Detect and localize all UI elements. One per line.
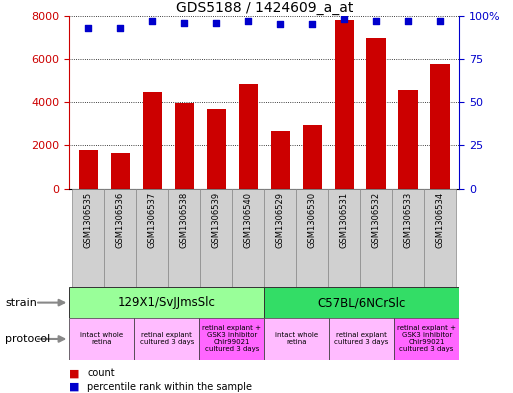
Text: intact whole
retina: intact whole retina — [275, 332, 318, 345]
Bar — [303, 125, 322, 189]
Text: retinal explant
cultured 3 days: retinal explant cultured 3 days — [334, 332, 389, 345]
Text: GSM1306530: GSM1306530 — [308, 191, 317, 248]
Text: retinal explant +
GSK3 inhibitor
Chir99021
cultured 3 days: retinal explant + GSK3 inhibitor Chir990… — [397, 325, 456, 353]
Bar — [392, 189, 424, 287]
Bar — [136, 189, 168, 287]
Text: percentile rank within the sample: percentile rank within the sample — [87, 382, 252, 392]
Bar — [168, 189, 200, 287]
Bar — [430, 64, 449, 189]
Bar — [264, 287, 459, 318]
Bar — [207, 108, 226, 189]
Point — [244, 18, 252, 24]
Point — [436, 18, 444, 24]
Bar — [72, 189, 105, 287]
Text: protocol: protocol — [5, 334, 50, 344]
Text: GSM1306529: GSM1306529 — [275, 191, 285, 248]
Bar — [264, 189, 296, 287]
Text: strain: strain — [5, 298, 37, 308]
Text: GSM1306537: GSM1306537 — [148, 191, 157, 248]
Bar — [200, 189, 232, 287]
Bar — [329, 318, 394, 360]
Point — [180, 20, 188, 26]
Text: GSM1306536: GSM1306536 — [116, 191, 125, 248]
Text: GSM1306538: GSM1306538 — [180, 191, 189, 248]
Title: GDS5188 / 1424609_a_at: GDS5188 / 1424609_a_at — [175, 1, 353, 15]
Bar — [394, 318, 459, 360]
Text: GSM1306533: GSM1306533 — [404, 191, 412, 248]
Bar — [134, 318, 199, 360]
Bar — [239, 84, 258, 189]
Point — [116, 25, 125, 31]
Text: ■: ■ — [69, 368, 80, 378]
Bar — [79, 150, 98, 189]
Bar — [366, 39, 386, 189]
Bar — [111, 153, 130, 189]
Point — [404, 18, 412, 24]
Text: GSM1306532: GSM1306532 — [371, 191, 381, 248]
Text: retinal explant
cultured 3 days: retinal explant cultured 3 days — [140, 332, 194, 345]
Bar — [105, 189, 136, 287]
Text: ■: ■ — [69, 382, 80, 392]
Text: GSM1306539: GSM1306539 — [212, 191, 221, 248]
Text: count: count — [87, 368, 115, 378]
Text: C57BL/6NCrSlc: C57BL/6NCrSlc — [318, 296, 406, 309]
Bar — [232, 189, 264, 287]
Bar — [296, 189, 328, 287]
Bar — [143, 92, 162, 189]
Text: GSM1306540: GSM1306540 — [244, 191, 253, 248]
Bar — [424, 189, 456, 287]
Bar — [399, 90, 418, 189]
Point — [148, 18, 156, 24]
Point — [84, 25, 92, 31]
Point — [276, 21, 284, 28]
Bar — [264, 318, 329, 360]
Point — [372, 18, 380, 24]
Text: 129X1/SvJJmsSlc: 129X1/SvJJmsSlc — [118, 296, 215, 309]
Point — [308, 21, 316, 28]
Bar — [360, 189, 392, 287]
Text: intact whole
retina: intact whole retina — [80, 332, 123, 345]
Text: GSM1306531: GSM1306531 — [340, 191, 349, 248]
Bar — [69, 318, 134, 360]
Text: GSM1306534: GSM1306534 — [436, 191, 444, 248]
Text: retinal explant +
GSK3 inhibitor
Chir99021
cultured 3 days: retinal explant + GSK3 inhibitor Chir990… — [202, 325, 261, 353]
Point — [340, 16, 348, 22]
Bar — [270, 131, 290, 189]
Text: GSM1306535: GSM1306535 — [84, 191, 93, 248]
Bar — [175, 103, 194, 189]
Bar — [328, 189, 360, 287]
Bar — [199, 318, 264, 360]
Bar — [69, 287, 264, 318]
Point — [212, 20, 221, 26]
Bar — [334, 20, 353, 189]
